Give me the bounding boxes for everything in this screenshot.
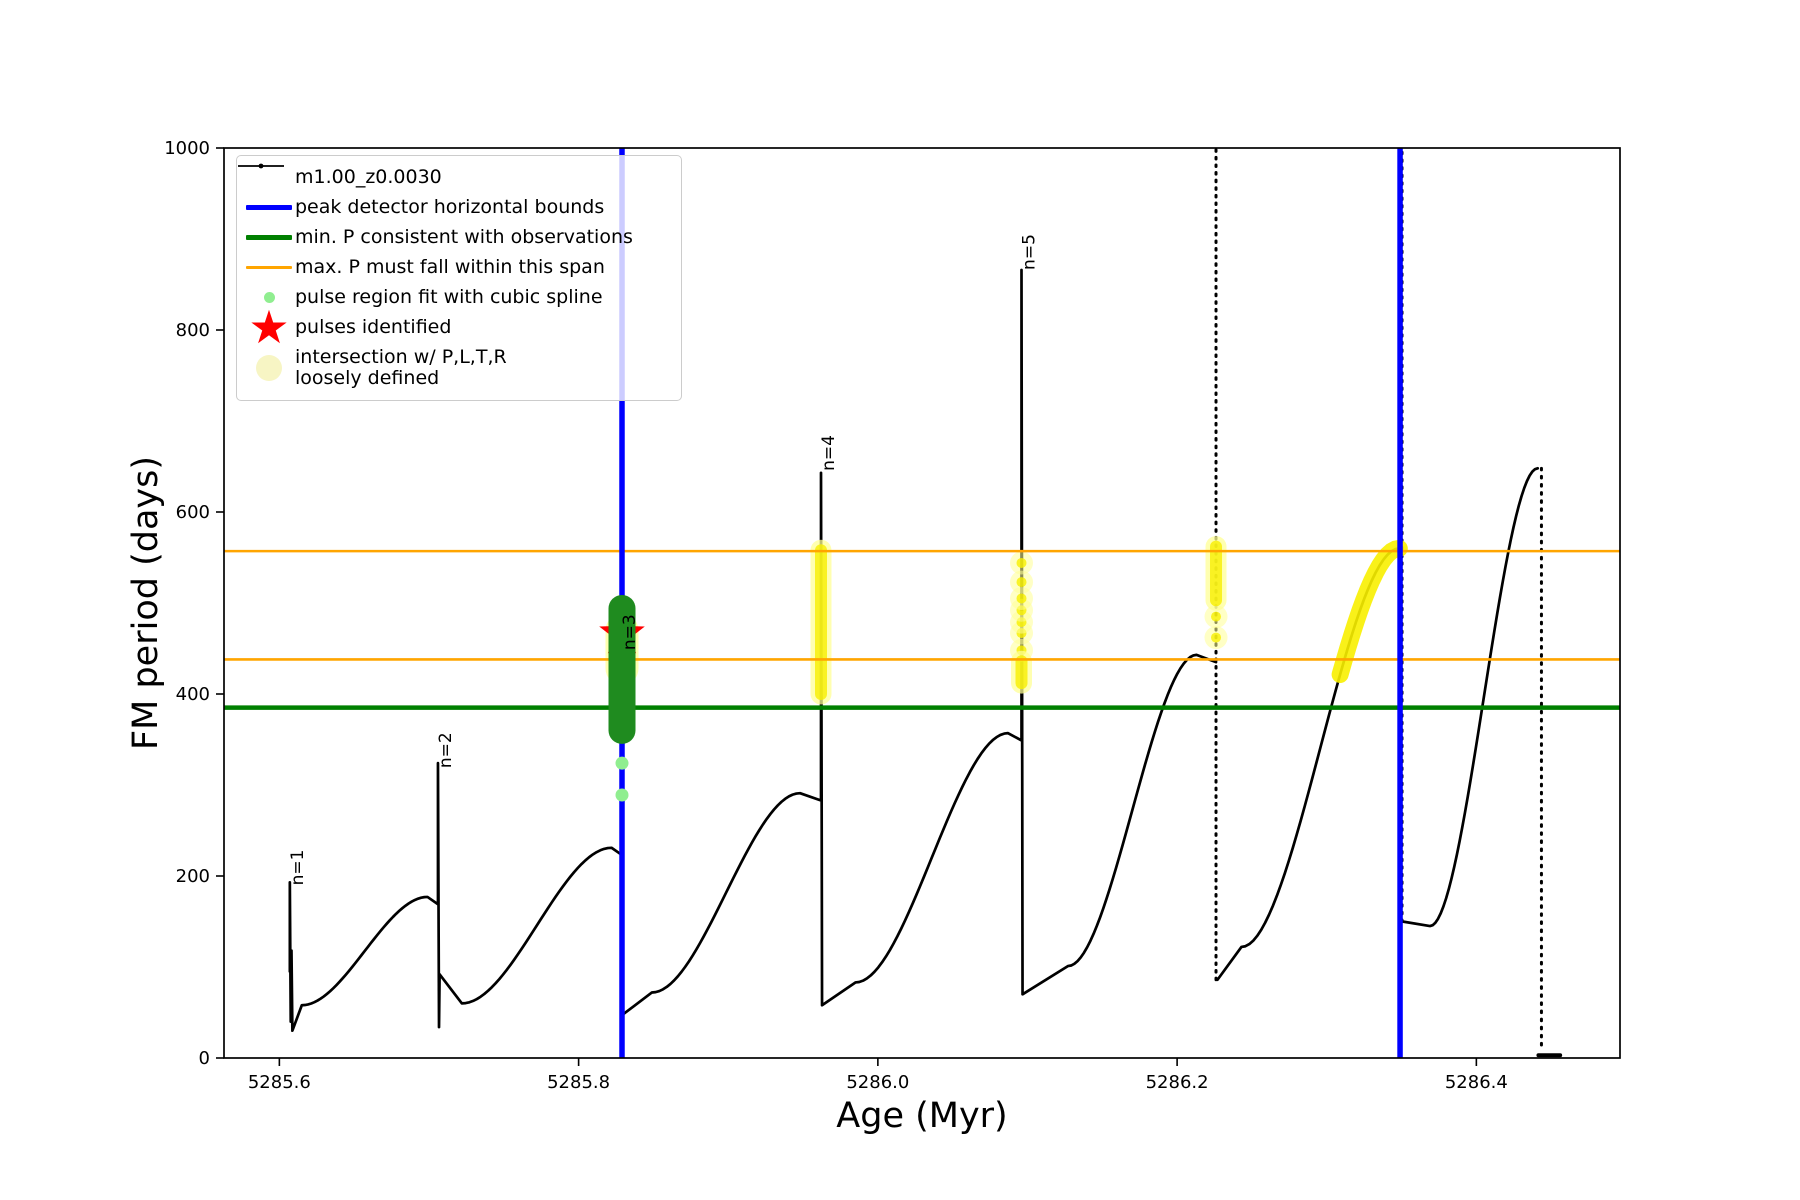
legend-label: pulses identified	[295, 315, 452, 338]
svg-text:n=3: n=3	[620, 614, 640, 650]
legend-label: pulse region fit with cubic spline	[295, 285, 603, 308]
svg-text:5286.2: 5286.2	[1146, 1072, 1209, 1093]
x-axis-title: Age (Myr)	[836, 1096, 1008, 1136]
legend-item-peak-bounds: peak detector horizontal bounds	[243, 192, 673, 222]
svg-text:5286.0: 5286.0	[846, 1072, 909, 1093]
svg-text:5285.6: 5285.6	[248, 1072, 311, 1093]
legend-item-pulses: ★ pulses identified	[243, 300, 673, 354]
orange-line-icon	[243, 265, 295, 269]
legend-label: peak detector horizontal bounds	[295, 195, 605, 218]
svg-text:n=4: n=4	[819, 435, 839, 471]
legend-label: max. P must fall within this span	[295, 255, 605, 278]
lightgreen-dot-icon	[243, 291, 295, 303]
paleyellow-dot-icon	[243, 355, 295, 381]
legend-item-min-p: min. P consistent with observations	[243, 222, 673, 252]
legend-label: m1.00_z0.0030	[295, 165, 442, 188]
svg-text:0: 0	[199, 1048, 210, 1069]
legend-item-pulse-region: pulse region fit with cubic spline	[243, 282, 673, 312]
red-star-icon: ★	[248, 300, 290, 354]
svg-text:5286.4: 5286.4	[1445, 1072, 1508, 1093]
legend-label: intersection w/ P,L,T,R loosely defined	[295, 346, 507, 389]
legend-item-series: m1.00_z0.0030	[238, 162, 673, 192]
svg-text:200: 200	[176, 866, 210, 887]
svg-text:600: 600	[176, 502, 210, 523]
blue-line-icon	[243, 204, 295, 210]
legend-label: min. P consistent with observations	[295, 225, 633, 248]
svg-text:5285.8: 5285.8	[547, 1072, 610, 1093]
svg-text:n=1: n=1	[288, 850, 308, 886]
y-axis-title: FM period (days)	[126, 456, 166, 750]
green-line-icon	[243, 234, 295, 240]
legend: m1.00_z0.0030 peak detector horizontal b…	[236, 155, 682, 401]
svg-text:800: 800	[176, 320, 210, 341]
legend-item-intersection: intersection w/ P,L,T,R loosely defined	[243, 342, 673, 394]
legend-item-max-p: max. P must fall within this span	[243, 252, 673, 282]
svg-text:1000: 1000	[164, 138, 210, 159]
svg-text:400: 400	[176, 684, 210, 705]
svg-text:n=2: n=2	[436, 732, 456, 768]
svg-text:n=5: n=5	[1020, 234, 1040, 270]
